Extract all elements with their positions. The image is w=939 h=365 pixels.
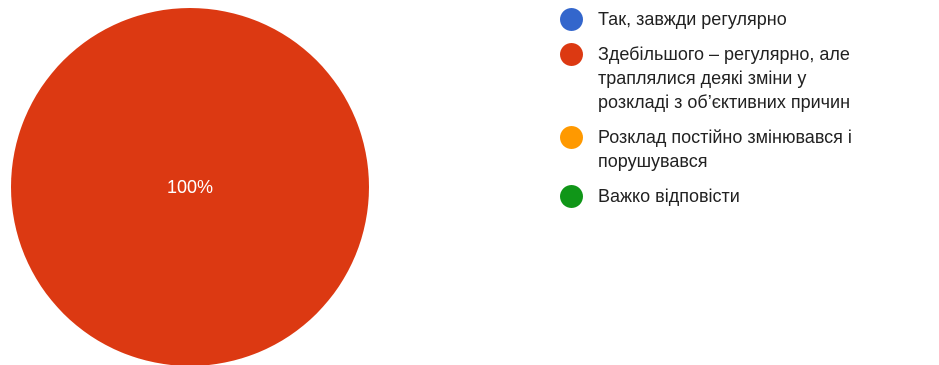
legend-swatch-1 <box>560 43 583 66</box>
pie-slice-1 <box>11 8 369 365</box>
legend-swatch-0 <box>560 8 583 31</box>
legend-item-0[interactable]: Так, завжди регулярно <box>560 7 935 31</box>
legend-item-3[interactable]: Важко відповісти <box>560 184 935 208</box>
legend-swatch-3 <box>560 185 583 208</box>
pie-plot: 100% <box>11 8 369 365</box>
legend-item-1[interactable]: Здебільшого – регулярно, але траплялися … <box>560 42 935 114</box>
legend-label-2: Розклад постійно змінювався і порушувавс… <box>598 127 852 171</box>
pie-data-label-1: 100% <box>167 177 213 197</box>
legend-item-2[interactable]: Розклад постійно змінювався і порушувавс… <box>560 125 935 173</box>
legend-label-3: Важко відповісти <box>598 186 740 206</box>
legend: Так, завжди регулярно Здебільшого – регул… <box>560 7 935 219</box>
legend-swatch-2 <box>560 126 583 149</box>
legend-label-0: Так, завжди регулярно <box>598 9 787 29</box>
legend-label-1: Здебільшого – регулярно, але траплялися … <box>598 44 851 112</box>
